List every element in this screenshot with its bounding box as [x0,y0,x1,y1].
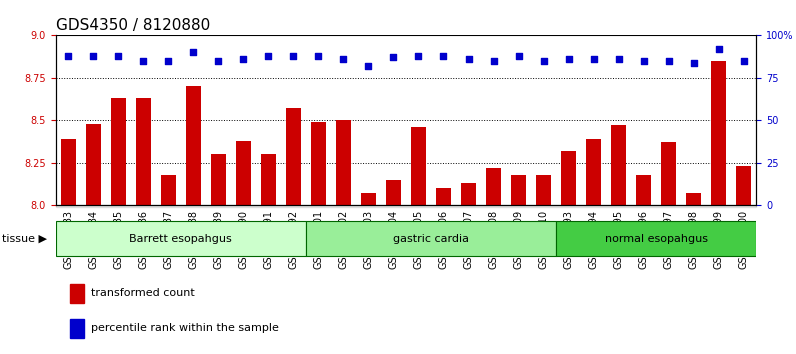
Point [412,53,425,59]
Text: normal esopahgus: normal esopahgus [605,234,708,244]
Bar [156,205,181,207]
Point [212,58,224,64]
Bar [631,205,656,207]
Bar [431,205,456,207]
Bar [406,205,431,207]
Bar [706,205,732,207]
Bar [611,125,626,354]
Bar [60,139,76,354]
Point [362,63,375,69]
Bar [456,205,481,207]
Bar [236,141,251,354]
FancyBboxPatch shape [56,222,306,256]
Bar [586,139,601,354]
Bar [111,98,126,354]
Bar [661,142,676,354]
Bar [256,205,281,207]
Bar [636,175,651,354]
Bar [606,205,631,207]
Bar [386,180,401,354]
Point [187,50,200,55]
Bar [70,319,84,338]
Point [62,53,75,59]
Point [112,53,125,59]
Bar [281,205,306,207]
Point [487,58,500,64]
Point [437,53,450,59]
Point [287,53,300,59]
Bar [531,205,556,207]
FancyBboxPatch shape [306,222,556,256]
Point [137,58,150,64]
Bar [231,205,256,207]
Text: GDS4350 / 8120880: GDS4350 / 8120880 [56,18,210,33]
Bar [361,193,376,354]
Point [387,55,400,60]
Text: Barrett esopahgus: Barrett esopahgus [130,234,232,244]
Point [662,58,675,64]
Bar [136,98,150,354]
Bar [70,284,84,303]
Point [612,56,625,62]
Bar [506,205,531,207]
Bar [481,205,506,207]
Bar [261,154,276,354]
Point [237,56,250,62]
Bar [185,86,201,354]
Bar [581,205,606,207]
Bar [561,151,576,354]
Bar [131,205,156,207]
Bar [536,175,551,354]
Bar [56,205,80,207]
Point [587,56,600,62]
Bar [656,205,681,207]
Bar [80,205,106,207]
Bar [336,120,351,354]
Bar [356,205,381,207]
Bar [732,205,756,207]
Text: gastric cardia: gastric cardia [393,234,469,244]
Text: tissue ▶: tissue ▶ [2,234,48,244]
Bar [306,205,331,207]
Bar [181,205,206,207]
Point [712,46,725,52]
Bar [86,124,101,354]
Bar [211,154,226,354]
Bar [331,205,356,207]
Point [312,53,325,59]
Point [262,53,275,59]
Bar [311,122,326,354]
Point [737,58,750,64]
Point [638,58,650,64]
Text: transformed count: transformed count [91,288,194,298]
Bar [686,193,701,354]
Bar [556,205,581,207]
Bar [381,205,406,207]
Bar [106,205,131,207]
Point [562,56,575,62]
Point [537,58,550,64]
Bar [681,205,706,207]
Point [687,60,700,65]
Point [462,56,475,62]
Bar [711,61,726,354]
Point [512,53,525,59]
Point [162,58,174,64]
Text: percentile rank within the sample: percentile rank within the sample [91,323,279,333]
Bar [461,183,476,354]
Point [337,56,349,62]
Bar [206,205,231,207]
Bar [736,166,751,354]
Bar [486,168,501,354]
Bar [436,188,451,354]
FancyBboxPatch shape [556,222,756,256]
Bar [286,108,301,354]
Point [87,53,100,59]
Bar [161,175,176,354]
Bar [411,127,426,354]
Bar [511,175,526,354]
